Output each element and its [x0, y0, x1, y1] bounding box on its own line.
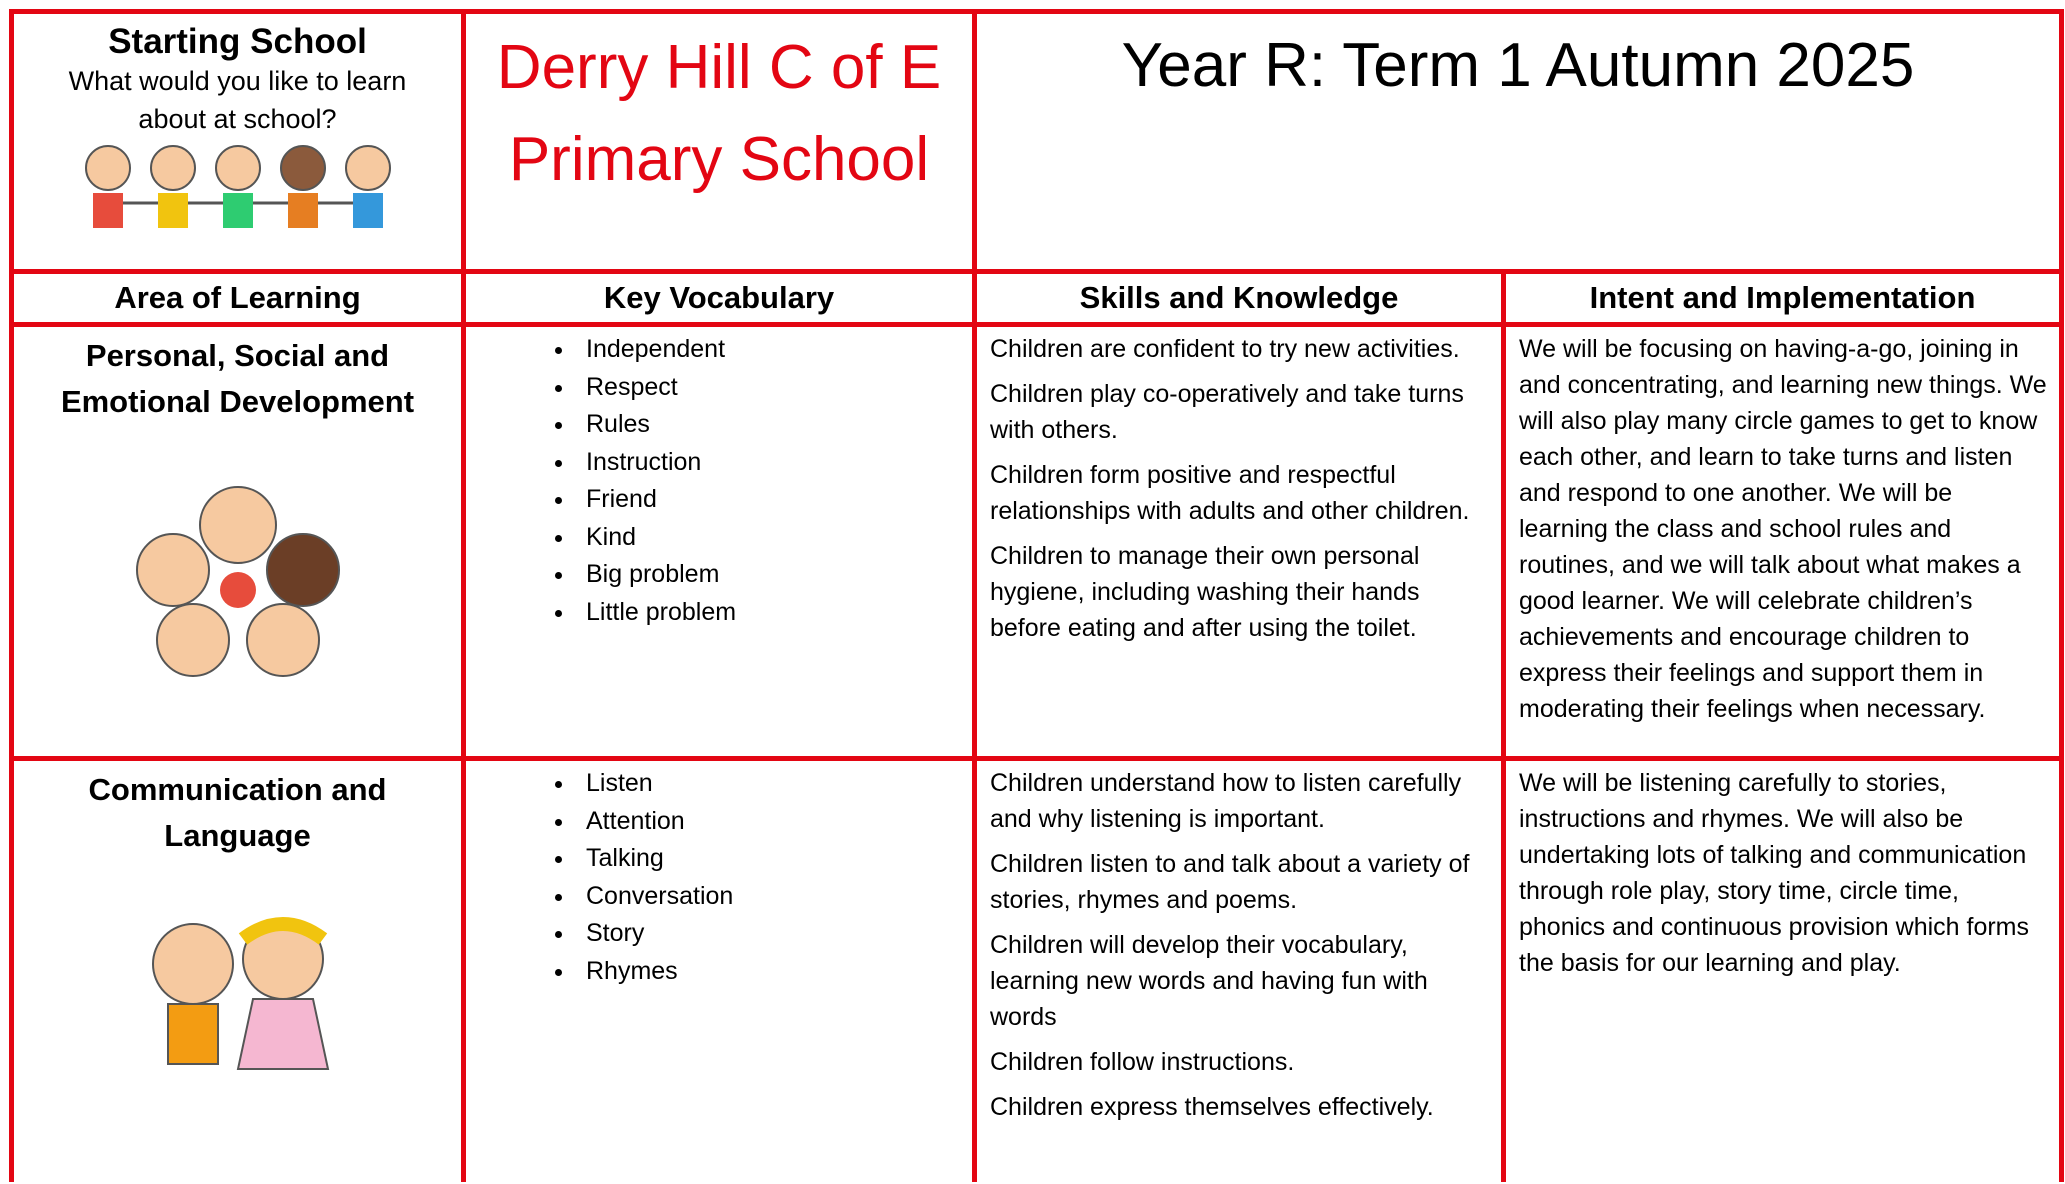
skill-item: Children express themselves effectively.	[990, 1093, 1434, 1121]
skills-cell: Children understand how to listen carefu…	[972, 756, 1506, 1182]
area-cell: Communication and Language	[9, 756, 466, 1182]
vocabulary-item: Kind	[576, 519, 972, 557]
school-name: Derry Hill C of E Primary School	[461, 9, 977, 274]
intro-title: Starting School	[108, 22, 367, 61]
intro-subtitle: What would you like to learn about at sc…	[68, 66, 407, 134]
column-header: Area of Learning	[9, 269, 466, 327]
vocabulary-item: Talking	[576, 840, 972, 878]
vocabulary-cell: ListenAttentionTalkingConversationStoryR…	[461, 756, 977, 1182]
vocabulary-item: Independent	[576, 331, 972, 369]
skill-item: Children play co-operatively and take tu…	[990, 380, 1464, 444]
column-header: Key Vocabulary	[461, 269, 977, 327]
vocabulary-item: Big problem	[576, 556, 972, 594]
learning-row: Communication and Language ListenAttentio…	[9, 756, 2064, 1182]
vocabulary-item: Story	[576, 915, 972, 953]
vocabulary-item: Listen	[576, 765, 972, 803]
vocabulary-item: Rules	[576, 406, 972, 444]
header-row: Starting School What would you like to l…	[9, 9, 2064, 274]
intent-text: We will be focusing on having-a-go, join…	[1519, 335, 2047, 723]
vocabulary-item: Friend	[576, 481, 972, 519]
topic-table: Starting School What would you like to l…	[9, 9, 2064, 1182]
skill-item: Children follow instructions.	[990, 1048, 1295, 1076]
intro-cell: Starting School What would you like to l…	[9, 9, 466, 274]
children-picture	[84, 145, 391, 228]
vocabulary-item: Attention	[576, 803, 972, 841]
intent-cell: We will be focusing on having-a-go, join…	[1501, 322, 2064, 761]
learning-row: Personal, Social and Emotional Developme…	[9, 322, 2064, 761]
vocabulary-cell: IndependentRespectRulesInstructionFriend…	[461, 322, 977, 761]
area-picture	[14, 909, 461, 1112]
skill-item: Children understand how to listen carefu…	[990, 769, 1462, 833]
term-title: Year R: Term 1 Autumn 2025	[972, 9, 2064, 274]
column-header: Intent and Implementation	[1501, 269, 2064, 327]
area-name: Communication and Language	[88, 772, 387, 853]
vocabulary-list: IndependentRespectRulesInstructionFriend…	[466, 331, 972, 631]
intent-text: We will be listening carefully to storie…	[1519, 769, 2029, 977]
intent-cell: We will be listening carefully to storie…	[1501, 756, 2064, 1182]
vocabulary-item: Rhymes	[576, 953, 972, 991]
vocabulary-item: Little problem	[576, 594, 972, 632]
skills-cell: Children are confident to try new activi…	[972, 322, 1506, 761]
skill-item: Children are confident to try new activi…	[990, 335, 1460, 363]
vocabulary-item: Respect	[576, 369, 972, 407]
skill-item: Children to manage their own personal hy…	[990, 542, 1420, 642]
skill-item: Children will develop their vocabulary, …	[990, 931, 1428, 1031]
area-name: Personal, Social and Emotional Developme…	[60, 338, 415, 419]
illustration	[151, 917, 329, 1070]
column-header-row: Area of Learning Key Vocabulary Skills and…	[9, 269, 2064, 327]
area-cell: Personal, Social and Emotional Developme…	[9, 322, 466, 761]
column-header: Skills and Knowledge	[972, 269, 1506, 327]
area-picture	[14, 475, 461, 698]
skill-item: Children form positive and respectful re…	[990, 461, 1470, 525]
vocabulary-list: ListenAttentionTalkingConversationStoryR…	[466, 765, 972, 990]
vocabulary-item: Instruction	[576, 444, 972, 482]
vocabulary-item: Conversation	[576, 878, 972, 916]
illustration	[135, 486, 340, 677]
skill-item: Children listen to and talk about a vari…	[990, 850, 1470, 914]
